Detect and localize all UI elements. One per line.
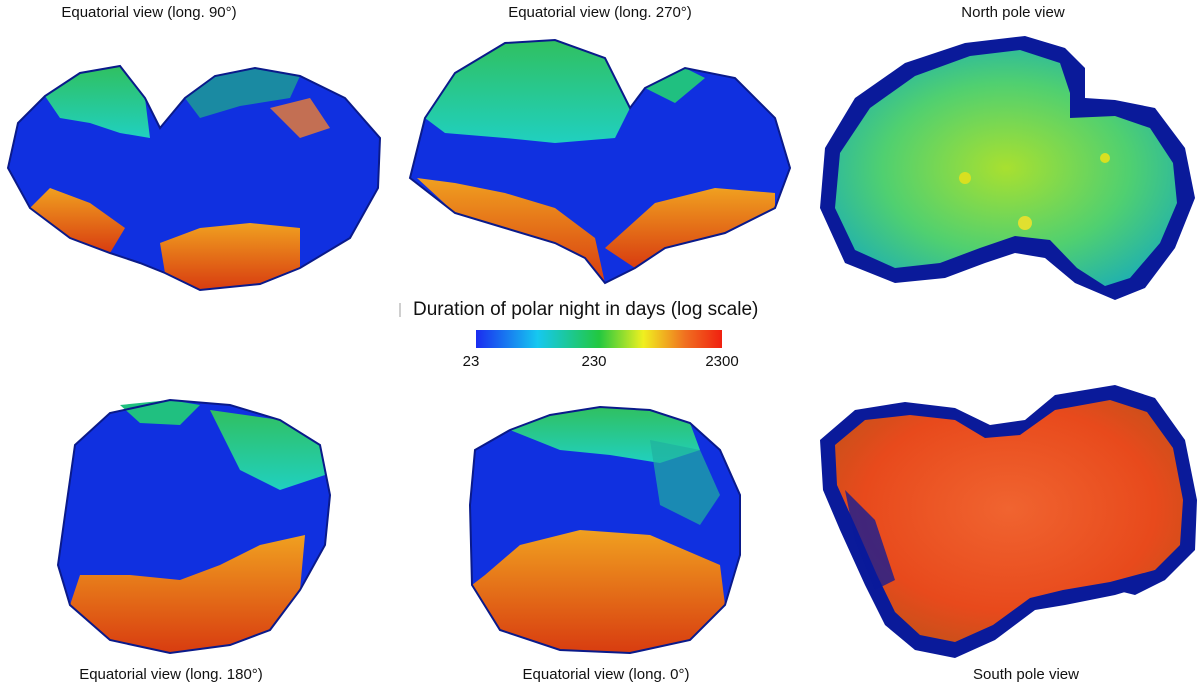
colorbar-tick-max: 2300 <box>705 353 739 370</box>
view-caption-north-pole: North pole view <box>961 4 1065 21</box>
comet-view-long-180 <box>56 398 332 655</box>
legend-marker <box>399 303 401 317</box>
view-caption-south-pole: South pole view <box>973 666 1079 683</box>
comet-view-long-0 <box>468 405 741 655</box>
view-caption-long-0: Equatorial view (long. 0°) <box>522 666 690 683</box>
view-caption-long-270: Equatorial view (long. 270°) <box>508 4 692 21</box>
comet-view-long-270 <box>408 38 792 285</box>
view-caption-long-90: Equatorial view (long. 90°) <box>61 4 237 21</box>
comet-view-south-pole <box>820 385 1197 658</box>
colorbar <box>476 330 722 348</box>
colorbar-tick-mid: 230 <box>581 353 607 370</box>
legend-title: Duration of polar night in days (log sca… <box>413 299 759 320</box>
view-caption-long-180: Equatorial view (long. 180°) <box>79 666 263 683</box>
comet-view-north-pole <box>820 36 1195 300</box>
colorbar-tick-min: 23 <box>462 353 480 370</box>
comet-view-long-90 <box>6 64 382 292</box>
